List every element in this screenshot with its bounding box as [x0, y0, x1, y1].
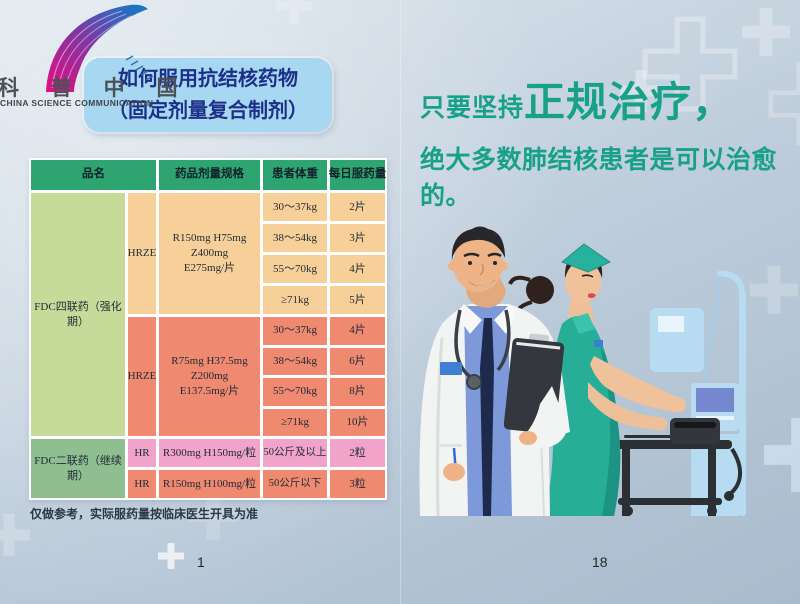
dose-cell: 4片: [330, 255, 385, 283]
plus-decoration: [620, 70, 662, 112]
plus-icon: [158, 543, 184, 569]
plus-decoration: [276, 0, 312, 24]
drug-spec-cell: R150mg H75mg Z400mg E275mg/片: [159, 193, 260, 314]
weight-cell: 50公斤及以上: [263, 439, 327, 467]
col-header-spec: 药品剂量规格: [159, 160, 260, 190]
plus-decoration: [750, 266, 798, 314]
section-name-cell: FDC四联药（强化期）: [31, 193, 125, 436]
weight-cell: 38～54kg: [263, 224, 327, 252]
weight-cell: 55～70kg: [263, 378, 327, 406]
weight-cell: 38～54kg: [263, 347, 327, 375]
page-title: 如何服用抗结核药物 （固定剂量复合制剂）: [84, 58, 332, 132]
drug-code-cell: HR: [128, 470, 156, 498]
dose-cell: 3粒: [330, 470, 385, 498]
page-number-right: 18: [592, 554, 608, 570]
plus-outline-decoration: [768, 62, 800, 146]
drug-code-cell: HR: [128, 439, 156, 467]
dose-cell: 2粒: [330, 439, 385, 467]
plus-decoration: [188, 490, 238, 540]
dose-cell: 3片: [330, 224, 385, 252]
headline: 只要坚持 正规治疗， 绝大多数肺结核患者是可以治愈的。: [420, 68, 792, 212]
drug-code-cell: HRZE: [128, 317, 156, 436]
dose-cell: 10片: [330, 408, 385, 436]
drug-code-cell: HRZE: [128, 193, 156, 314]
science-communication-logo-swoosh-icon: [46, 4, 154, 92]
col-header-dose: 每日服药量: [329, 160, 386, 190]
headline-prefix: 只要坚持: [420, 94, 525, 122]
dose-cell: 5片: [330, 286, 385, 314]
plus-decoration: [0, 514, 30, 556]
logo-subtitle: CHINA SCIENCE COMMUNICATION: [0, 98, 154, 108]
weight-cell: 55～70kg: [263, 255, 327, 283]
page-title-line2: （固定剂量复合制剂）: [108, 100, 308, 122]
dosage-table: 品名 药品剂量规格 患者体重 每日服药量 FDC四联药（强化期） HRZE R1…: [29, 158, 387, 500]
dose-cell: 6片: [330, 347, 385, 375]
page-number-left: 1: [197, 554, 205, 570]
drug-spec-cell: R75mg H37.5mg Z200mg E137.5mg/片: [159, 317, 260, 436]
plus-decoration: [742, 8, 790, 56]
col-header-product: 品名: [31, 160, 156, 190]
page-title-line1: 如何服用抗结核药物: [118, 68, 298, 90]
weight-cell: ≥71kg: [263, 408, 327, 436]
plus-decoration: [764, 418, 800, 492]
col-header-weight: 患者体重: [263, 160, 327, 190]
headline-emphasis: 正规治疗，: [524, 79, 735, 125]
weight-cell: 30～37kg: [263, 317, 327, 345]
reference-note: 仅做参考，实际服药量按临床医生开具为准: [30, 507, 259, 521]
dose-cell: 8片: [330, 378, 385, 406]
dose-cell: 2片: [330, 193, 385, 221]
plus-outline-decoration: [642, 16, 738, 112]
headline-line2: 绝大多数肺结核患者是可以治愈的。: [420, 146, 778, 210]
drug-spec-cell: R150mg H100mg/粒: [159, 470, 260, 498]
weight-cell: 30～37kg: [263, 193, 327, 221]
dose-cell: 4片: [330, 317, 385, 345]
weight-cell: 50公斤以下: [263, 470, 327, 498]
weight-cell: ≥71kg: [263, 286, 327, 314]
drug-spec-cell: R300mg H150mg/粒: [159, 439, 260, 467]
logo-title: 科 普 中 国: [0, 77, 191, 100]
doctor-nurse-illustration: [419, 226, 746, 516]
section-name-cell: FDC二联药（继续期）: [31, 439, 125, 498]
page-divider: [400, 0, 401, 604]
